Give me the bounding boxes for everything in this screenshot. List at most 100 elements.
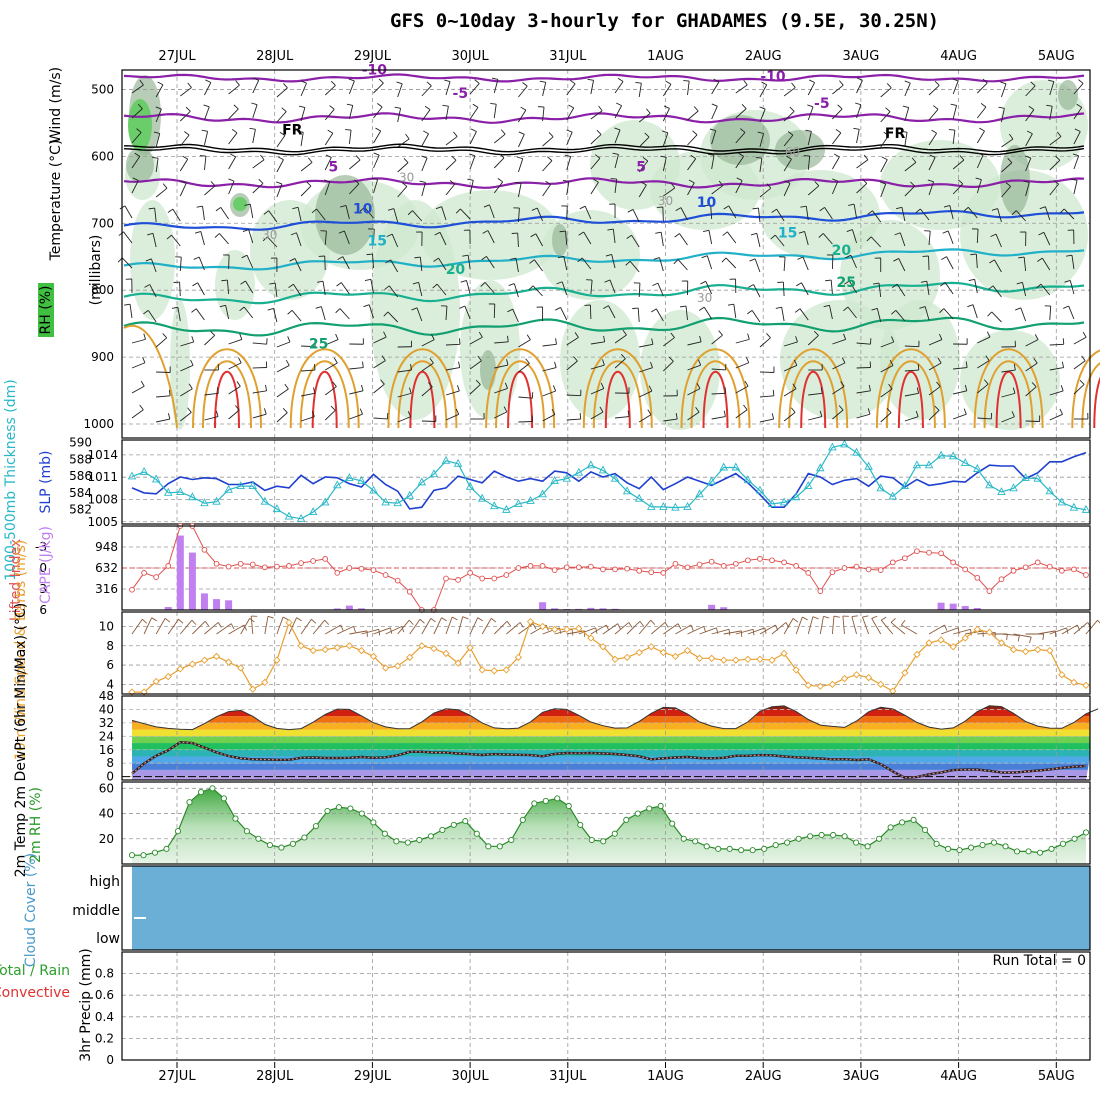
wind-barb: [493, 79, 499, 94]
wind-barb: [1073, 83, 1084, 95]
wind-barb: [590, 157, 601, 170]
wind-barb-flag: [507, 335, 509, 342]
wind-barb-flag: [143, 333, 146, 340]
wind-barb: [469, 131, 477, 145]
wind-barb-flag: [180, 180, 187, 184]
rh-marker: [519, 816, 526, 823]
wind10-barb-flag: [628, 622, 633, 628]
wind-barb: [566, 131, 573, 146]
slp-marker: [272, 504, 282, 513]
wind-barb: [274, 283, 278, 298]
lifted-index-marker: [1010, 567, 1017, 574]
wind-barb-flag: [283, 83, 288, 89]
wind-barb-flag: [789, 106, 795, 112]
wind-barb: [735, 362, 749, 369]
rh-marker: [508, 836, 515, 844]
wind-barb: [370, 279, 374, 294]
wind-barb-flag: [770, 234, 776, 240]
wind-barb: [822, 233, 833, 245]
wind-barb-flag: [263, 210, 269, 215]
temp-line: [131, 705, 1099, 731]
wind-barb: [397, 83, 403, 98]
temp-band: [132, 763, 1090, 770]
wind-barb: [735, 385, 749, 394]
wind-barb: [198, 256, 205, 271]
wind-barb: [856, 413, 871, 419]
wind-barb-flag: [915, 208, 921, 214]
wind-barb: [345, 205, 350, 220]
wind-barb: [494, 341, 509, 344]
date-label-bottom: 1AUG: [647, 1069, 684, 1084]
wind-barb: [687, 110, 699, 121]
rh-marker: [726, 845, 733, 852]
wind-barb-flag: [525, 358, 530, 364]
wind-barb-flag: [931, 129, 937, 134]
wind-barb-flag: [470, 128, 477, 132]
wind-barb: [1025, 182, 1030, 197]
wind-barb-flag: [594, 154, 601, 159]
wind-barb: [711, 334, 723, 345]
wind-barb-flag: [680, 305, 687, 308]
wind-barb: [324, 108, 335, 121]
wind-barb-flag: [819, 207, 825, 212]
wind-barb: [904, 416, 919, 422]
wind-barb: [249, 204, 254, 219]
wind-barb: [711, 392, 726, 395]
wind-barb-flag: [793, 359, 798, 366]
wind-barb-flag: [335, 333, 339, 340]
wind-barb-flag: [977, 152, 984, 156]
wind-barb: [711, 81, 720, 95]
wind-barb-flag: [162, 333, 168, 339]
wind-barb: [228, 84, 240, 95]
lifted-index-marker: [237, 560, 244, 567]
rh-marker: [1013, 848, 1021, 855]
lifted-index-marker: [1046, 563, 1053, 570]
slp-marker: [200, 498, 209, 507]
slp-marker: [393, 498, 402, 507]
slp-frame: [121, 439, 1091, 525]
wind-barb: [487, 230, 495, 244]
wind-barb-flag: [480, 282, 486, 287]
wind-barb-flag: [307, 157, 313, 163]
wind10-barb: [901, 624, 918, 635]
slp-marker: [562, 473, 571, 482]
wind-barb-flag: [508, 283, 515, 286]
wind-barb-flag: [1028, 105, 1035, 111]
rh-marker: [347, 805, 354, 812]
rh-marker: [1002, 843, 1009, 850]
wind-barb: [542, 414, 556, 422]
wind-barb-flag: [239, 306, 245, 312]
lifted-index-marker: [974, 574, 981, 581]
wind10-speed-marker: [804, 681, 812, 689]
wind-barb-flag: [662, 130, 669, 134]
wind-barb-flag: [188, 383, 193, 390]
wind-barb-flag: [137, 103, 143, 109]
wind10-barb: [711, 628, 730, 635]
wind10-barb-flag: [401, 626, 405, 633]
rh-marker: [772, 842, 779, 849]
wind-barb: [324, 157, 332, 171]
wind-barb: [533, 259, 543, 272]
wind-barb: [1025, 133, 1033, 147]
wind-barb-flag: [1000, 81, 1007, 85]
slp-marker: [453, 458, 463, 467]
wind-barb-flag: [348, 78, 355, 82]
wind-barb: [663, 337, 675, 347]
slp-marker: [188, 492, 197, 501]
wind-barb-flag: [596, 129, 602, 135]
wind-barb-flag: [410, 364, 412, 371]
slp-marker: [888, 491, 898, 500]
wind-barb: [976, 82, 988, 94]
wind-barb: [565, 231, 568, 246]
wind-barb: [659, 257, 664, 272]
wind-barb-flag: [866, 236, 872, 242]
warm-contour: [495, 360, 546, 429]
wind-barb: [294, 258, 302, 272]
wind10-barb: [871, 618, 882, 635]
wind-barb: [880, 412, 892, 423]
wind-barb-flag: [577, 257, 583, 263]
contour-label: 10: [353, 202, 373, 218]
wind-barb: [179, 257, 182, 272]
wind-barb-flag: [340, 204, 347, 208]
cloud-axis-title: Cloud Cover (%): [23, 853, 39, 967]
